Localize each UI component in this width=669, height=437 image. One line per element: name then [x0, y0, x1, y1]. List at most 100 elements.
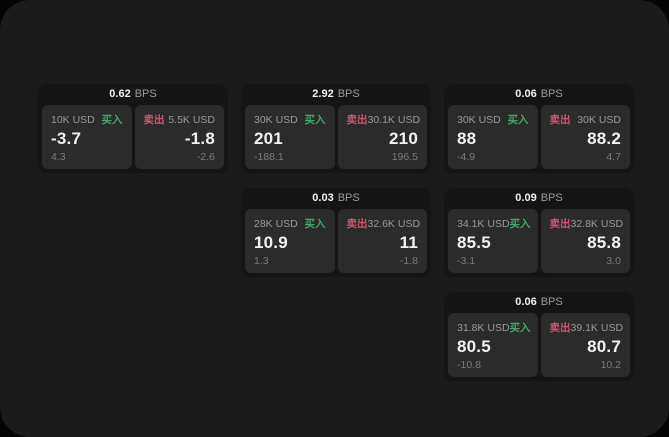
bps-value: 0.62 — [109, 88, 131, 100]
sell-price: 210 — [389, 129, 418, 148]
sell-sub-value: 10.2 — [600, 359, 621, 371]
sell-amount: 32.8K USD — [570, 217, 624, 230]
sell-amount: 5.5K USD — [168, 113, 215, 126]
quote-card: 0.03 BPS 28K USD 买入 10.9 1.3 卖出 32.6K US… — [241, 188, 431, 277]
sell-side-label: 卖出 — [549, 114, 571, 126]
buy-amount: 34.1K USD — [457, 217, 510, 230]
buy-panel[interactable]: 28K USD 买入 10.9 1.3 — [245, 209, 335, 273]
bps-value: 0.03 — [312, 192, 334, 204]
buy-panel-header: 30K USD 买入 — [457, 112, 529, 127]
sell-panel[interactable]: 卖出 30K USD 88.2 4.7 — [540, 105, 630, 169]
buy-side-label: 买入 — [304, 218, 326, 230]
buy-side-label: 买入 — [509, 322, 531, 334]
sell-side-label: 卖出 — [549, 218, 571, 230]
sell-price: -1.8 — [184, 129, 215, 148]
buy-sub-value: 1.3 — [254, 255, 269, 267]
card-header: 0.09 BPS — [444, 188, 634, 209]
cards-grid: 0.62 BPS 10K USD 买入 -3.7 4.3 卖出 5.5K USD… — [38, 84, 634, 381]
buy-panel[interactable]: 31.8K USD 买入 80.5 -10.8 — [448, 313, 538, 377]
bps-value: 0.06 — [515, 296, 537, 308]
buy-sub-value: -188.1 — [254, 151, 284, 163]
quote-card: 0.06 BPS 31.8K USD 买入 80.5 -10.8 卖出 39.1… — [444, 292, 634, 381]
buy-panel-header: 34.1K USD 买入 — [457, 216, 531, 231]
sell-price: 85.8 — [587, 233, 621, 252]
quote-card: 0.62 BPS 10K USD 买入 -3.7 4.3 卖出 5.5K USD… — [38, 84, 228, 173]
buy-panel-header: 30K USD 买入 — [254, 112, 326, 127]
buy-panel[interactable]: 10K USD 买入 -3.7 4.3 — [42, 105, 132, 169]
sell-price: 80.7 — [587, 337, 621, 356]
sell-panel-header: 卖出 30.1K USD — [346, 112, 421, 127]
sell-panel[interactable]: 卖出 32.8K USD 85.8 3.0 — [540, 209, 630, 273]
bps-value: 2.92 — [312, 88, 334, 100]
buy-sub-value: -10.8 — [457, 359, 481, 371]
buy-side-label: 买入 — [507, 114, 529, 126]
buy-price: -3.7 — [51, 129, 82, 148]
sell-price: 11 — [399, 233, 418, 252]
bps-unit-label: BPS — [337, 192, 360, 204]
buy-panel-header: 31.8K USD 买入 — [457, 320, 531, 335]
bps-unit-label: BPS — [337, 88, 360, 100]
bps-unit-label: BPS — [134, 88, 157, 100]
sell-amount: 30.1K USD — [367, 113, 421, 126]
sell-price: 88.2 — [587, 129, 621, 148]
sell-amount: 30K USD — [577, 113, 621, 126]
buy-amount: 28K USD — [254, 217, 298, 230]
sell-panel[interactable]: 卖出 39.1K USD 80.7 10.2 — [540, 313, 630, 377]
bps-value: 0.06 — [515, 88, 537, 100]
sell-panel[interactable]: 卖出 32.6K USD 11 -1.8 — [337, 209, 427, 273]
quote-card: 0.09 BPS 34.1K USD 买入 85.5 -3.1 卖出 32.8K… — [444, 188, 634, 277]
sell-panel[interactable]: 卖出 5.5K USD -1.8 -2.6 — [134, 105, 224, 169]
card-header: 0.03 BPS — [241, 188, 431, 209]
buy-sub-value: -3.1 — [457, 255, 476, 267]
card-header: 0.06 BPS — [444, 84, 634, 105]
buy-price: 85.5 — [457, 233, 491, 252]
sell-panel-header: 卖出 5.5K USD — [144, 112, 216, 127]
quote-panels: 30K USD 买入 201 -188.1 卖出 30.1K USD 210 1… — [241, 105, 431, 173]
buy-panel[interactable]: 30K USD 买入 88 -4.9 — [448, 105, 538, 169]
buy-panel[interactable]: 30K USD 买入 201 -188.1 — [245, 105, 335, 169]
buy-side-label: 买入 — [509, 218, 531, 230]
buy-sub-value: 4.3 — [51, 151, 66, 163]
card-header: 0.62 BPS — [38, 84, 228, 105]
sell-sub-value: 3.0 — [606, 255, 621, 267]
sell-amount: 39.1K USD — [570, 321, 624, 334]
buy-amount: 31.8K USD — [457, 321, 510, 334]
quote-card: 0.06 BPS 30K USD 买入 88 -4.9 卖出 30K USD 8… — [444, 84, 634, 173]
bps-unit-label: BPS — [540, 296, 563, 308]
sell-side-label: 卖出 — [143, 114, 165, 126]
buy-panel-header: 28K USD 买入 — [254, 216, 326, 231]
sell-amount: 32.6K USD — [367, 217, 421, 230]
sell-sub-value: -1.8 — [399, 255, 418, 267]
sell-panel-header: 卖出 32.6K USD — [346, 216, 421, 231]
sell-sub-value: 196.5 — [391, 151, 418, 163]
sell-side-label: 卖出 — [346, 114, 368, 126]
bps-unit-label: BPS — [540, 88, 563, 100]
buy-panel[interactable]: 34.1K USD 买入 85.5 -3.1 — [448, 209, 538, 273]
quote-card: 2.92 BPS 30K USD 买入 201 -188.1 卖出 30.1K … — [241, 84, 431, 173]
sell-panel-header: 卖出 30K USD — [550, 112, 622, 127]
sell-side-label: 卖出 — [346, 218, 368, 230]
buy-price: 201 — [254, 129, 283, 148]
card-header: 2.92 BPS — [241, 84, 431, 105]
quote-panels: 28K USD 买入 10.9 1.3 卖出 32.6K USD 11 -1.8 — [241, 209, 431, 277]
buy-price: 10.9 — [254, 233, 288, 252]
quote-panels: 34.1K USD 买入 85.5 -3.1 卖出 32.8K USD 85.8… — [444, 209, 634, 277]
buy-panel-header: 10K USD 买入 — [51, 112, 123, 127]
card-header: 0.06 BPS — [444, 292, 634, 313]
quote-panels: 30K USD 买入 88 -4.9 卖出 30K USD 88.2 4.7 — [444, 105, 634, 173]
sell-panel-header: 卖出 39.1K USD — [549, 320, 624, 335]
sell-side-label: 卖出 — [549, 322, 571, 334]
buy-side-label: 买入 — [304, 114, 326, 126]
buy-amount: 30K USD — [457, 113, 501, 126]
buy-side-label: 买入 — [101, 114, 123, 126]
buy-amount: 30K USD — [254, 113, 298, 126]
bps-unit-label: BPS — [540, 192, 563, 204]
quote-panels: 31.8K USD 买入 80.5 -10.8 卖出 39.1K USD 80.… — [444, 313, 634, 381]
buy-sub-value: -4.9 — [457, 151, 476, 163]
sell-sub-value: 4.7 — [606, 151, 621, 163]
quote-panels: 10K USD 买入 -3.7 4.3 卖出 5.5K USD -1.8 -2.… — [38, 105, 228, 173]
sell-panel-header: 卖出 32.8K USD — [549, 216, 624, 231]
sell-sub-value: -2.6 — [196, 151, 215, 163]
sell-panel[interactable]: 卖出 30.1K USD 210 196.5 — [337, 105, 427, 169]
